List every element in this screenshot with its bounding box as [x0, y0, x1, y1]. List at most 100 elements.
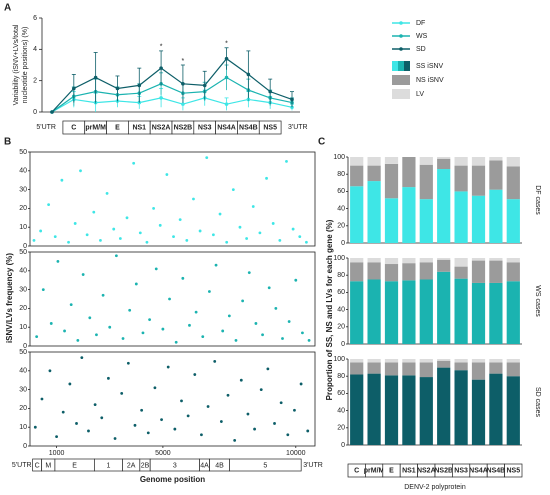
y-tick-label: 10 — [19, 424, 27, 431]
point — [291, 227, 295, 231]
y-tick-label: 30 — [19, 286, 27, 293]
point — [108, 325, 112, 329]
utr-label: 3'UTR — [303, 462, 323, 469]
point — [75, 422, 78, 425]
point — [140, 408, 144, 412]
point — [180, 399, 183, 403]
y-tick-label: 40 — [19, 268, 27, 275]
bar-segment — [350, 157, 364, 166]
point — [193, 373, 197, 376]
point — [219, 420, 223, 423]
point — [55, 435, 58, 438]
point — [50, 110, 54, 114]
point — [53, 235, 57, 239]
y-tick-label: 0 — [23, 443, 27, 450]
point — [68, 382, 72, 386]
point — [225, 240, 229, 244]
gene-label: NS3 — [454, 467, 468, 474]
bar-segment — [489, 258, 503, 261]
bar-segment — [454, 165, 468, 192]
point — [63, 329, 66, 333]
gene-label: 2B — [141, 462, 150, 469]
legend-label: DF — [416, 20, 425, 27]
point — [281, 337, 284, 340]
y-tick-label: 40 — [337, 407, 345, 414]
panel-frame — [29, 351, 316, 447]
point — [81, 273, 85, 276]
point — [266, 367, 270, 371]
point — [245, 237, 249, 240]
point — [224, 56, 229, 61]
y-tick-label: 30 — [19, 186, 27, 193]
bar-segment — [437, 259, 451, 272]
point — [67, 240, 70, 244]
point — [105, 191, 109, 195]
point — [234, 338, 238, 342]
legend-swatch — [392, 61, 398, 71]
bar-segment — [506, 157, 520, 167]
point — [60, 178, 64, 182]
y-tick-label: 4 — [33, 46, 37, 53]
bar-segment — [437, 169, 451, 243]
point — [48, 369, 52, 373]
point — [152, 207, 155, 210]
bar-segment — [384, 163, 399, 199]
point — [214, 263, 218, 267]
point — [261, 333, 264, 337]
y-tick-label: 0 — [341, 341, 345, 348]
bar-segment — [437, 360, 451, 368]
point — [239, 378, 243, 382]
bar-segment — [350, 359, 364, 363]
gene-label: NS3 — [198, 124, 212, 131]
bar-segment — [471, 258, 486, 261]
bar-segment — [489, 157, 503, 161]
point — [231, 188, 235, 192]
bar-segment — [384, 375, 399, 445]
y-tick-label: 2 — [33, 78, 37, 85]
bar-segment — [384, 264, 399, 282]
gene-label: NS2B — [174, 124, 193, 131]
point — [126, 361, 130, 365]
legend-marker — [399, 47, 403, 51]
point — [159, 96, 163, 100]
y-tick-label: 0 — [23, 343, 27, 350]
y-tick-label: 100 — [333, 255, 345, 262]
bar-segment — [506, 376, 520, 445]
bar-segment — [506, 166, 520, 200]
bar-segment — [367, 181, 381, 243]
point — [271, 222, 275, 225]
point — [114, 254, 118, 258]
y-tick-label: 0 — [33, 109, 37, 116]
point — [125, 216, 129, 220]
bar-segment — [350, 374, 364, 445]
bar-segment — [471, 379, 486, 445]
y-tick-label: 20 — [19, 305, 27, 312]
point — [93, 75, 98, 80]
point — [194, 310, 198, 314]
point — [287, 320, 291, 323]
point — [168, 297, 171, 301]
legend-swatch — [398, 61, 404, 71]
bar-segment — [489, 260, 503, 283]
point — [211, 233, 215, 237]
y-tick-label: 80 — [337, 272, 345, 279]
point — [161, 327, 165, 331]
panel-letter: A — [4, 3, 11, 14]
gene-label: C — [35, 462, 40, 469]
point — [120, 391, 124, 395]
gene-label: 4A — [200, 462, 209, 469]
bar-segment — [506, 362, 520, 377]
point — [298, 235, 302, 239]
bar-segment — [367, 373, 381, 445]
legend-label: SD — [416, 46, 426, 53]
y-tick-label: 20 — [337, 324, 345, 331]
panel-letter: C — [318, 137, 325, 148]
legend-label: WS — [416, 33, 428, 40]
point — [268, 89, 272, 94]
bar-segment — [384, 157, 399, 164]
point — [165, 173, 169, 176]
y-tick-label: 50 — [19, 149, 27, 156]
point — [80, 356, 84, 360]
bar-segment — [402, 359, 416, 363]
